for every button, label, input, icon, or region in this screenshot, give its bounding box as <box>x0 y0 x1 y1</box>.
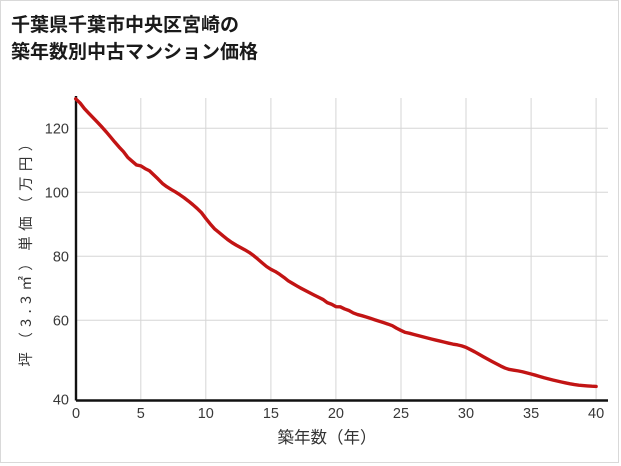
svg-text:100: 100 <box>45 186 69 202</box>
svg-text:5: 5 <box>137 406 145 422</box>
svg-text:25: 25 <box>393 406 409 422</box>
svg-text:80: 80 <box>53 250 69 266</box>
svg-text:0: 0 <box>72 406 80 422</box>
svg-text:坪（3.3㎡）単価（万円）: 坪（3.3㎡）単価（万円） <box>15 131 36 366</box>
svg-text:35: 35 <box>523 406 539 422</box>
svg-text:10: 10 <box>198 406 214 422</box>
svg-text:60: 60 <box>53 314 69 330</box>
svg-text:15: 15 <box>263 406 279 422</box>
svg-text:40: 40 <box>53 393 69 409</box>
svg-text:40: 40 <box>588 406 604 422</box>
svg-text:30: 30 <box>458 406 474 422</box>
svg-text:築年数（年）: 築年数（年） <box>278 424 377 448</box>
svg-text:20: 20 <box>328 406 344 422</box>
svg-text:120: 120 <box>45 122 69 138</box>
